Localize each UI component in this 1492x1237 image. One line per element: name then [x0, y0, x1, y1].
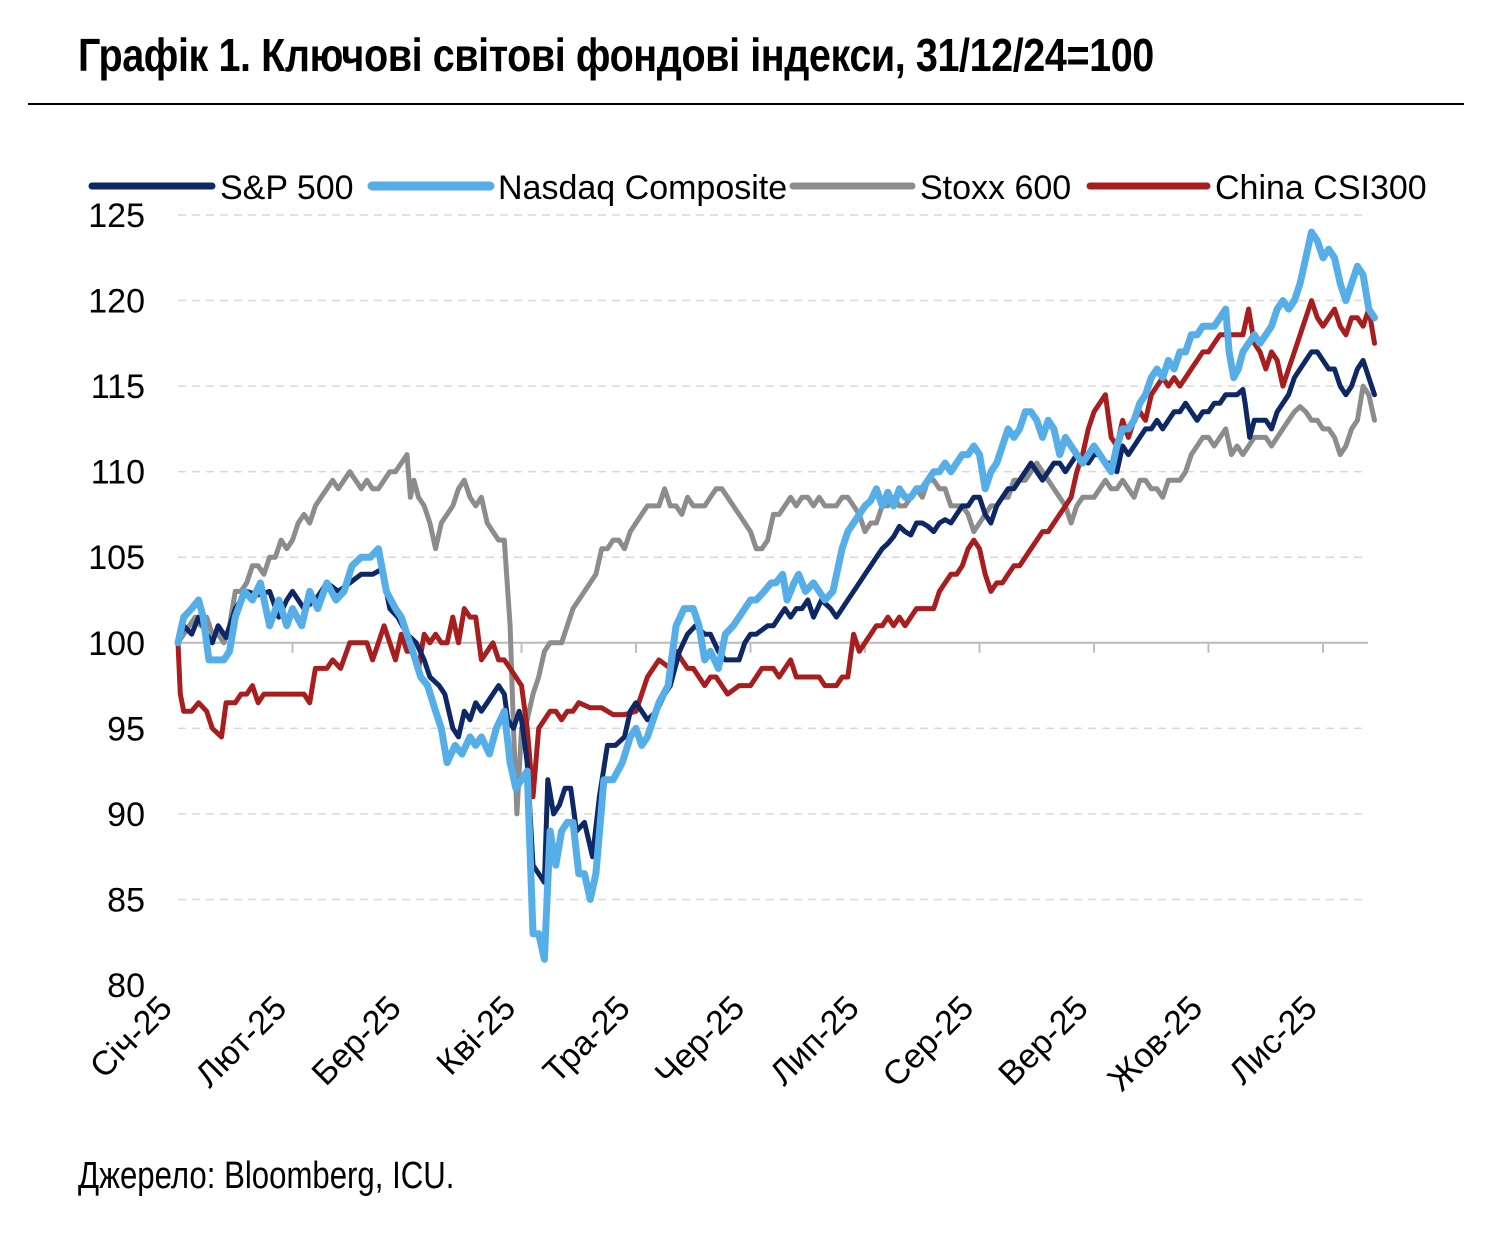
y-tick-label: 105: [88, 539, 145, 577]
x-tick-label: Тра-25: [536, 989, 638, 1091]
y-tick-label: 80: [107, 967, 145, 1005]
series-line-3: [175, 298, 1377, 800]
x-tick-label: Вер-25: [991, 989, 1095, 1093]
legend-label: Stoxx 600: [920, 169, 1071, 207]
y-tick-label: 90: [107, 796, 145, 834]
x-tick-label: Лип-25: [763, 989, 867, 1093]
x-tick-label: Бер-25: [305, 989, 409, 1093]
x-axis: Січ-25 Лют-25 Бер-25 Кві-25 Тра-25 Чер-25 Лип-…: [83, 641, 1368, 1099]
x-tick-label: Жов-25: [1100, 989, 1210, 1099]
series-line-0: [175, 349, 1377, 885]
y-tick-label: 100: [88, 625, 145, 663]
chart-title: Графік 1. Ключові світові фондові індекс…: [78, 29, 1154, 81]
y-tick-label: 110: [91, 454, 145, 492]
x-tick-label: Лис-25: [1222, 989, 1325, 1092]
x-tick-label: Кві-25: [429, 989, 523, 1083]
source-note: Джерело: Bloomberg, ICU.: [78, 1155, 455, 1197]
x-tick-label: Чер-25: [648, 989, 752, 1093]
y-tick-label: 115: [91, 368, 145, 406]
x-tick-label: Сер-25: [875, 989, 981, 1095]
y-tick-label: 85: [107, 881, 145, 919]
x-tick-label: Лют-25: [188, 989, 294, 1095]
legend-label: China CSI300: [1215, 169, 1427, 207]
legend-label: Nasdaq Composite: [498, 169, 787, 207]
y-tick-label: 95: [107, 710, 145, 748]
series-line-2: [175, 383, 1377, 817]
title-underline: [28, 103, 1464, 105]
y-axis-tick-labels: 125 120 115 110 105 100 95 90 85 80: [88, 197, 145, 1005]
series-line-1: [174, 228, 1378, 963]
series-lines: [174, 228, 1378, 963]
legend: S&P 500 Nasdaq Composite Stoxx 600 China CS…: [88, 169, 1427, 207]
y-tick-label: 120: [88, 283, 145, 321]
y-tick-label: 125: [88, 197, 145, 235]
legend-label: S&P 500: [220, 169, 354, 207]
